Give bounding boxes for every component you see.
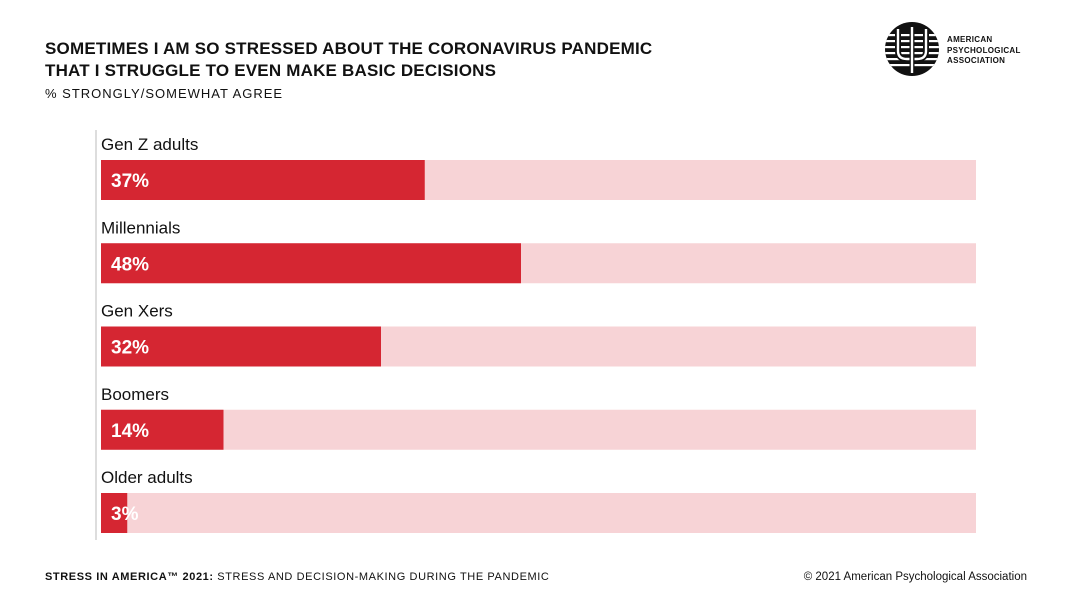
bar xyxy=(101,493,128,533)
bar xyxy=(101,243,521,284)
category-label: Millennials xyxy=(101,218,180,237)
apa-emblem-icon xyxy=(885,22,939,76)
bar xyxy=(101,409,224,450)
bar xyxy=(101,326,381,367)
category-label: Gen Xers xyxy=(101,302,173,321)
logo-line-2: PSYCHOLOGICAL xyxy=(947,45,1021,55)
data-label: 32% xyxy=(111,338,149,359)
data-label: 14% xyxy=(111,421,149,442)
footer-source-bold: STRESS IN AMERICA™ 2021: xyxy=(45,571,214,583)
data-label: 3% xyxy=(111,504,139,525)
footer-source-text: STRESS AND DECISION-MAKING DURING THE PA… xyxy=(213,571,550,583)
chart-subtitle: % STRONGLY/SOMEWHAT AGREE xyxy=(45,86,284,101)
logo-line-3: ASSOCIATION xyxy=(947,56,1006,65)
category-label: Boomers xyxy=(101,385,169,404)
chart-title: SOMETIMES I AM SO STRESSED ABOUT THE COR… xyxy=(45,39,653,80)
category-label: Gen Z adults xyxy=(101,135,198,154)
data-label: 37% xyxy=(111,171,149,192)
bar-track xyxy=(101,493,976,533)
bar-track xyxy=(101,409,976,450)
apa-logo: AMERICAN PSYCHOLOGICAL ASSOCIATION xyxy=(885,21,1035,79)
footer-copyright: © 2021 American Psychological Associatio… xyxy=(803,571,1027,583)
logo-line-1: AMERICAN xyxy=(947,35,993,44)
apa-logo-text: AMERICAN PSYCHOLOGICAL ASSOCIATION xyxy=(947,35,1021,67)
data-label: 48% xyxy=(111,254,149,275)
bar xyxy=(101,160,425,200)
footer-source: STRESS IN AMERICA™ 2021: STRESS AND DECI… xyxy=(45,570,549,584)
category-label: Older adults xyxy=(101,468,193,487)
